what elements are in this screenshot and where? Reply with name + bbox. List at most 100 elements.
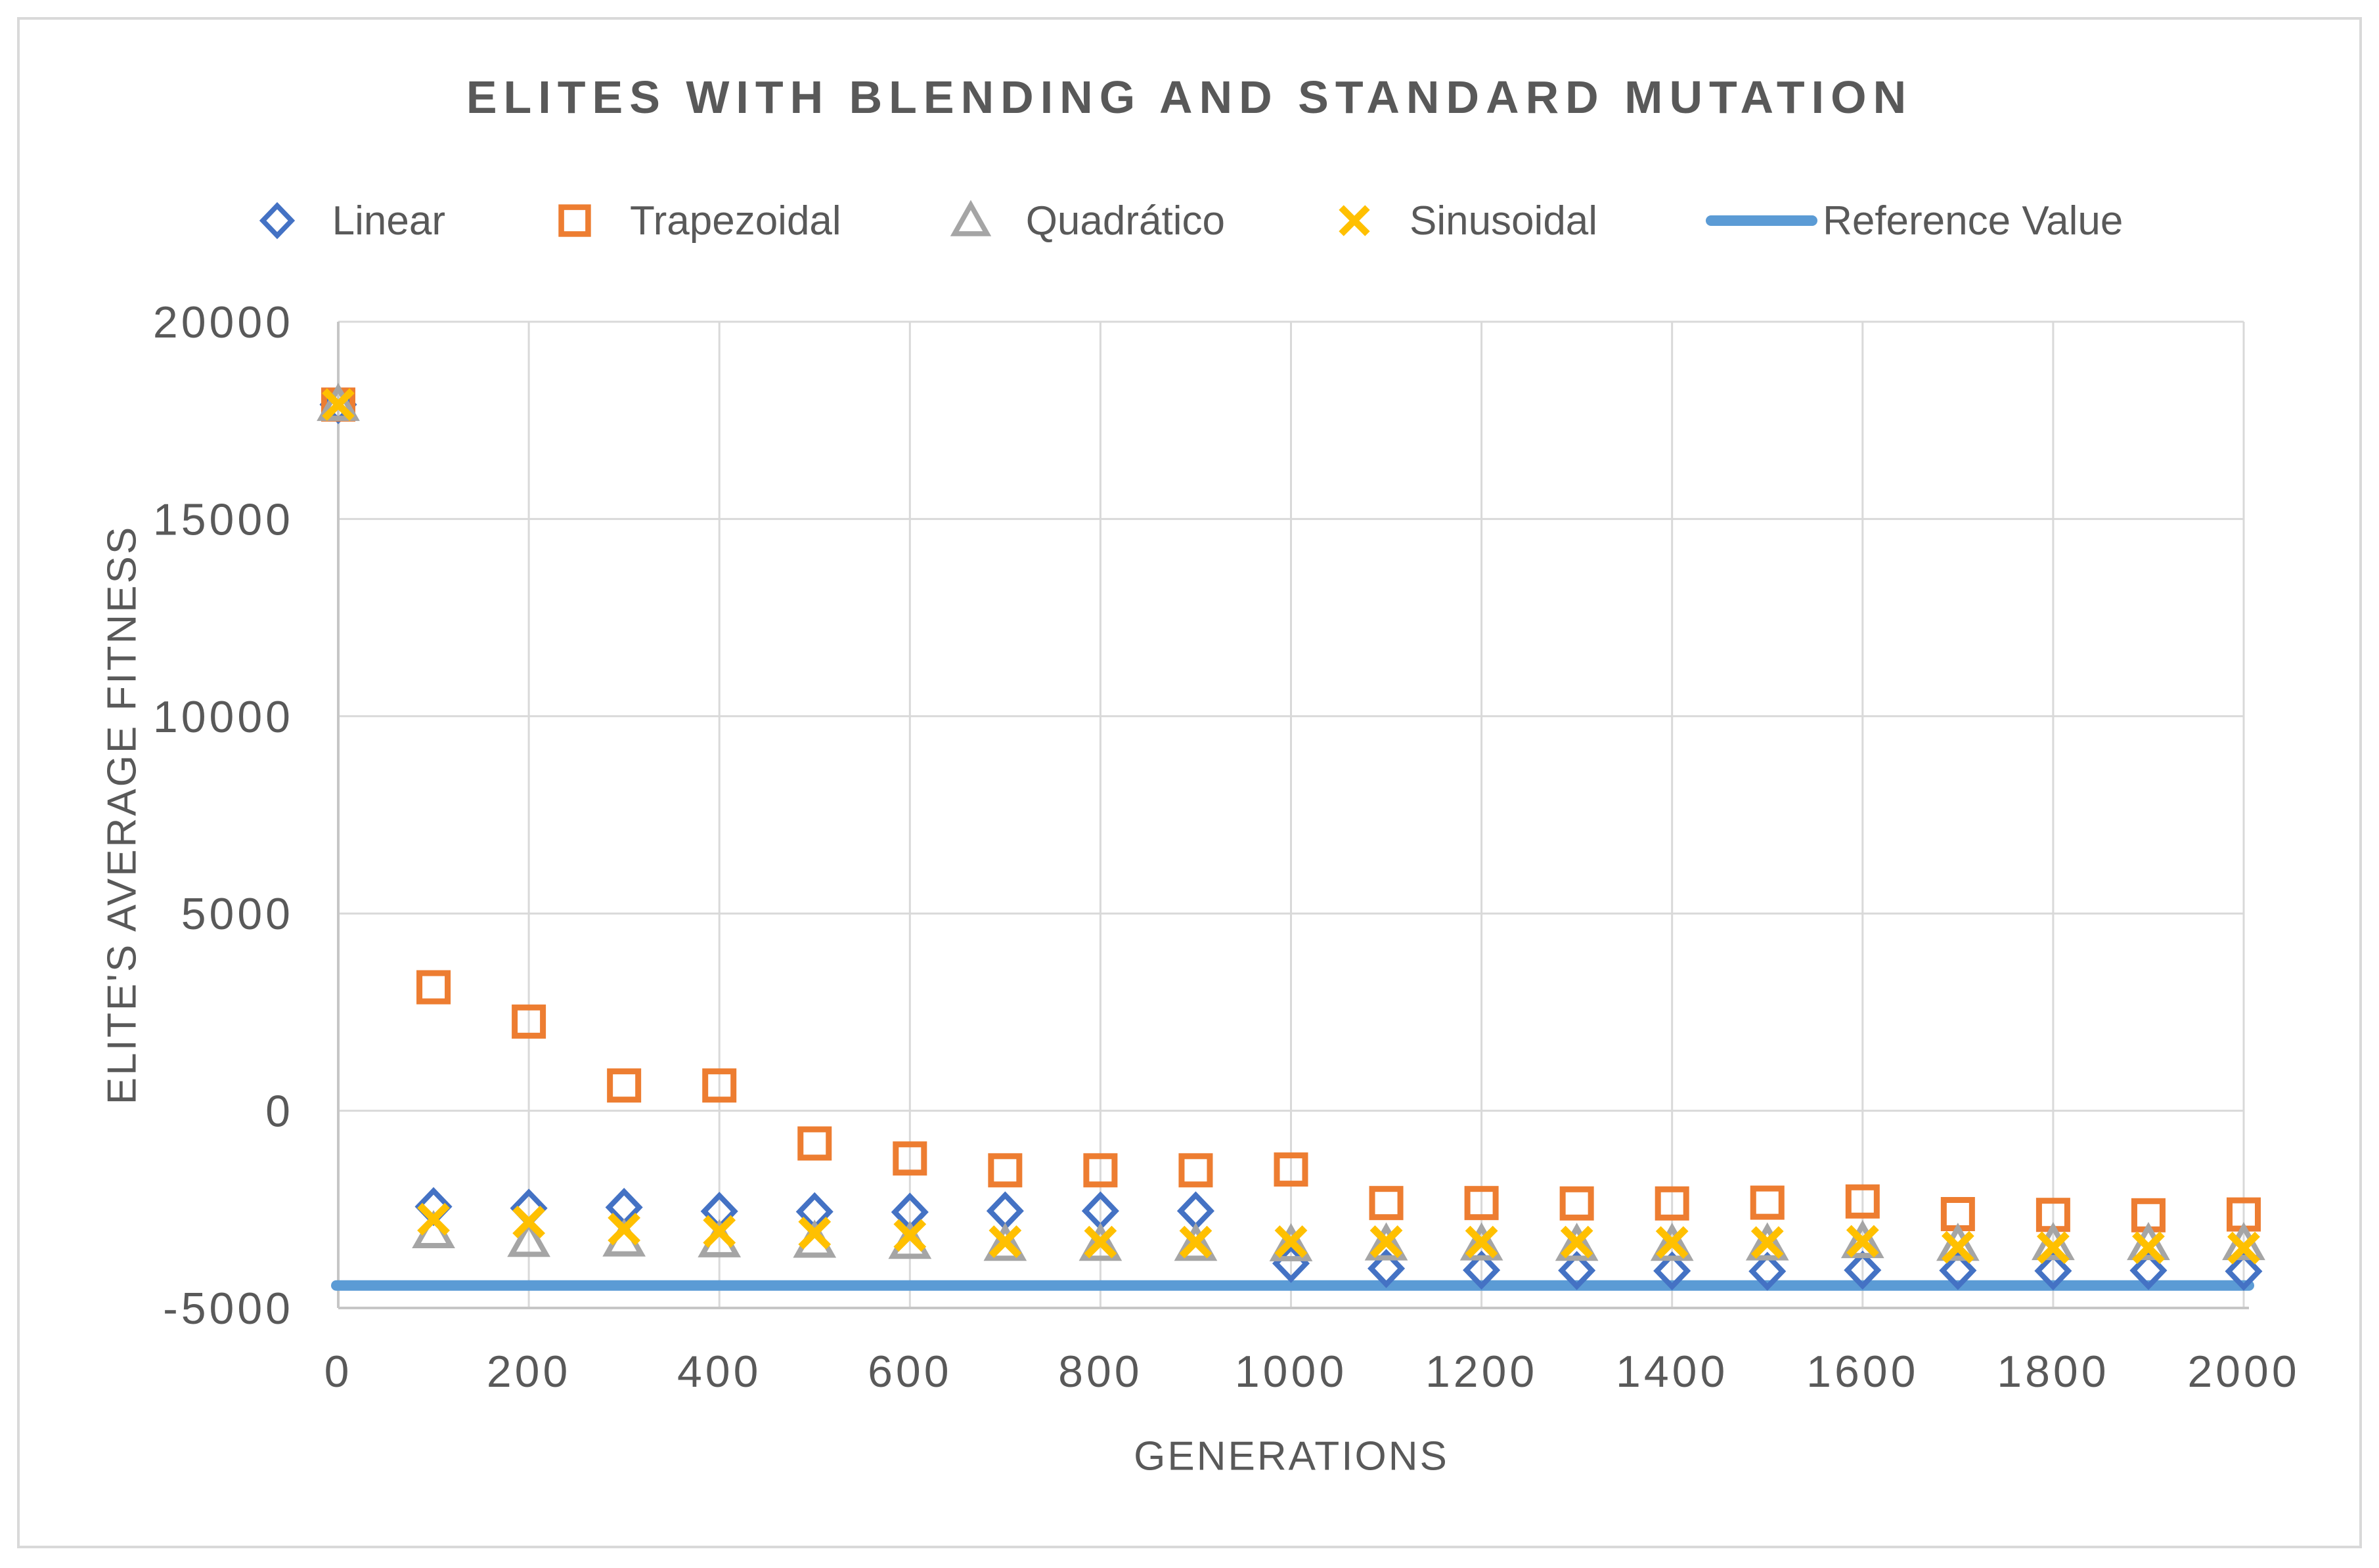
data-point-quadratico [1459, 1222, 1503, 1261]
data-point-trapezoidal [1559, 1186, 1594, 1221]
data-point-trapezoidal [1750, 1185, 1785, 1220]
data-point-quadratico [1269, 1223, 1313, 1261]
legend-label: Trapezoidal [630, 198, 841, 244]
x-tick-label: 1600 [1806, 1347, 1919, 1397]
x-tick-label: 1000 [1235, 1347, 1347, 1397]
x-tick-label: 400 [677, 1347, 761, 1397]
y-tick-label: 5000 [181, 889, 294, 939]
x-tick-label: 600 [868, 1347, 952, 1397]
data-point-sinusoidal [1369, 1225, 1403, 1258]
legend-item-reference-value: Reference Value [1706, 198, 2123, 244]
data-point-linear [2034, 1251, 2072, 1291]
data-point-quadratico [1555, 1223, 1599, 1261]
data-point-quadratico [1078, 1223, 1123, 1261]
legend: Linear Trapezoidal Quadrático Sinusoidal Ref… [0, 194, 2379, 247]
data-point-sinusoidal [2132, 1231, 2165, 1264]
data-point-trapezoidal [416, 970, 451, 1005]
legend-item-quadratico: Quadrático [950, 198, 1225, 244]
data-point-quadratico [317, 383, 360, 422]
data-point-linear [2129, 1251, 2168, 1290]
data-point-trapezoidal [1464, 1186, 1499, 1221]
data-point-quadratico [983, 1223, 1027, 1261]
series-sinusoidal [322, 388, 2260, 1265]
legend-line-swatch [1706, 215, 1818, 226]
x-tick-label: 2000 [2187, 1347, 2300, 1397]
data-point-trapezoidal [1178, 1153, 1213, 1188]
data-point-sinusoidal [1750, 1226, 1784, 1259]
data-point-sinusoidal [608, 1212, 641, 1246]
data-point-quadratico [1174, 1223, 1218, 1261]
legend-item-linear: Linear [256, 198, 445, 244]
data-point-sinusoidal [1846, 1225, 1879, 1258]
data-point-linear [1939, 1251, 1977, 1290]
data-point-quadratico [1745, 1222, 1789, 1261]
legend-item-sinusoidal: Sinusoidal [1333, 198, 1597, 244]
data-point-sinusoidal [1560, 1225, 1593, 1259]
chart-frame [17, 17, 2362, 1548]
legend-marker-linear [259, 202, 295, 240]
data-point-trapezoidal [1845, 1184, 1880, 1219]
legend-triangle-icon [950, 200, 991, 236]
data-point-trapezoidal [702, 1068, 737, 1103]
data-point-trapezoidal [1655, 1186, 1689, 1221]
y-tick-label: -5000 [163, 1284, 294, 1334]
legend-label: Quadrático [1025, 198, 1225, 244]
data-point-sinusoidal [417, 1202, 450, 1236]
y-tick-label: 15000 [153, 494, 294, 544]
legend-marker-trapezoidal [558, 204, 591, 237]
data-point-linear [1176, 1191, 1214, 1230]
data-point-sinusoidal [703, 1215, 736, 1248]
legend-label: Sinusoidal [1409, 198, 1598, 244]
data-point-linear [2225, 1252, 2263, 1291]
data-point-sinusoidal [2227, 1231, 2260, 1265]
data-point-sinusoidal [322, 388, 355, 422]
legend-label: Linear [332, 198, 446, 244]
legend-x-icon [1339, 205, 1370, 236]
data-point-sinusoidal [1274, 1225, 1308, 1258]
legend-marker-sinusoidal [1339, 205, 1370, 236]
data-point-quadratico [1364, 1222, 1408, 1261]
data-point-sinusoidal [1179, 1225, 1212, 1259]
x-tick-label: 1400 [1616, 1347, 1728, 1397]
x-tick-label: 800 [1058, 1347, 1142, 1397]
data-point-linear [1463, 1250, 1501, 1290]
data-point-quadratico [1650, 1223, 1694, 1261]
data-point-trapezoidal [607, 1068, 642, 1103]
data-point-sinusoidal [1084, 1225, 1117, 1259]
y-tick-label: 0 [265, 1087, 294, 1137]
data-point-linear [1653, 1251, 1691, 1291]
data-point-sinusoidal [989, 1225, 1022, 1258]
legend-marker-quadratico [950, 200, 991, 236]
y-tick-label: 20000 [153, 297, 294, 347]
y-axis-title: ELITE'S AVERAGE FITNESS [99, 525, 145, 1105]
data-point-quadratico [1840, 1219, 1884, 1259]
data-point-linear [1367, 1249, 1406, 1288]
data-point-trapezoidal [512, 1004, 546, 1039]
data-point-sinusoidal [512, 1206, 545, 1238]
data-point-trapezoidal [893, 1141, 927, 1176]
x-axis-title: GENERATIONS [1134, 1433, 1449, 1479]
data-point-linear [1558, 1251, 1596, 1290]
legend-square-icon [558, 204, 591, 237]
legend-item-trapezoidal: Trapezoidal [554, 198, 841, 244]
data-point-sinusoidal [2037, 1231, 2070, 1264]
legend-label: Reference Value [1823, 198, 2123, 244]
data-point-trapezoidal [1083, 1153, 1118, 1188]
data-point-sinusoidal [798, 1216, 832, 1250]
y-tick-label: 10000 [153, 692, 294, 742]
data-point-sinusoidal [1655, 1226, 1689, 1259]
data-point-sinusoidal [893, 1219, 927, 1252]
data-point-linear [1748, 1252, 1787, 1291]
data-point-trapezoidal [1274, 1152, 1308, 1187]
data-point-linear [986, 1191, 1024, 1230]
data-point-trapezoidal [988, 1153, 1023, 1188]
x-tick-label: 0 [324, 1347, 353, 1397]
series-trapezoidal [321, 387, 2261, 1232]
x-tick-label: 1800 [1997, 1347, 2109, 1397]
data-point-sinusoidal [1465, 1225, 1498, 1259]
data-point-trapezoidal [1369, 1186, 1404, 1221]
chart-title: ELITES WITH BLENDING AND STANDARD MUTATI… [466, 72, 1913, 123]
data-point-linear [1844, 1250, 1882, 1290]
